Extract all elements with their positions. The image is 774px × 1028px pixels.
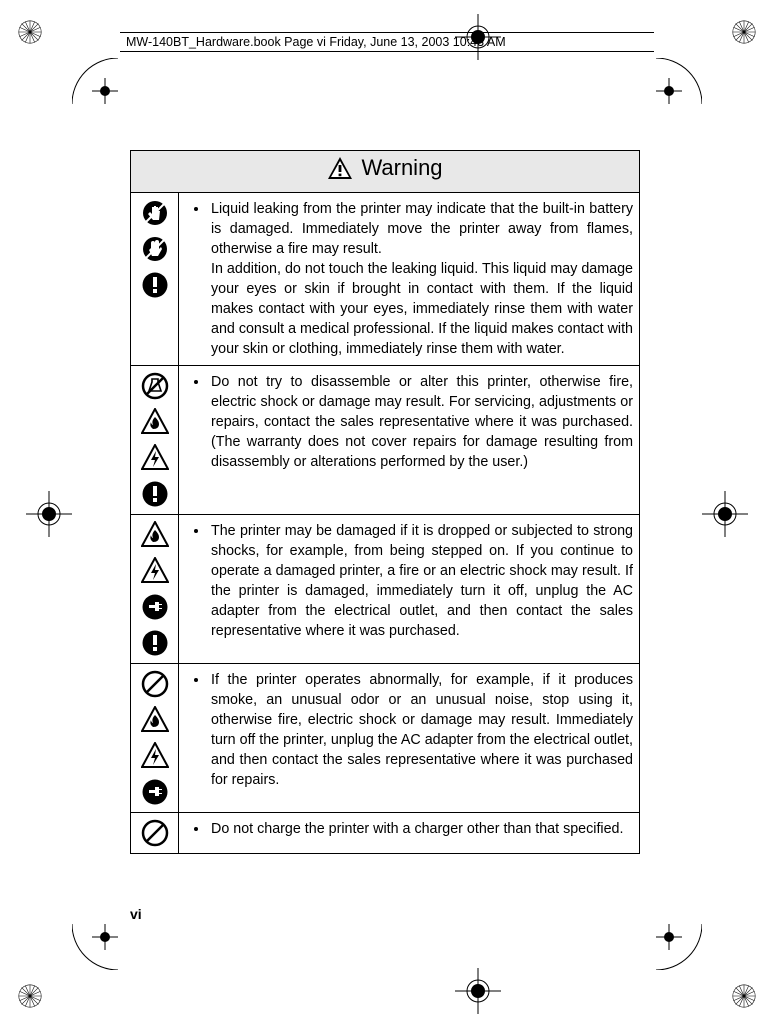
warning-text: Liquid leaking from the printer may indi… [209,199,633,359]
fire-warning-icon [141,408,169,436]
warning-text: The printer may be damaged if it is drop… [209,521,633,641]
page-number: vi [130,906,142,922]
unplug-icon [141,778,169,806]
warning-text: If the printer operates abnormally, for … [209,670,633,790]
warning-header-cell: Warning [131,151,640,193]
prohibit-icon [141,670,169,698]
warning-row-text: Do not charge the printer with a charger… [179,813,640,854]
shock-warning-icon [141,444,169,472]
warning-row: Do not try to disassemble or alter this … [131,366,640,515]
page-content: Warning Liquid leaking from the printer … [130,150,640,854]
warning-text: Do not try to disassemble or alter this … [209,372,633,472]
registration-mark-tl [16,18,44,46]
warning-row-text: The printer may be damaged if it is drop… [179,515,640,664]
cross-mark-right [702,491,748,537]
warning-row-text: If the printer operates abnormally, for … [179,664,640,813]
shock-warning-icon [141,742,169,770]
registration-mark-bl [16,982,44,1010]
warning-title: Warning [361,155,442,181]
warning-row: If the printer operates abnormally, for … [131,664,640,813]
no-hand-icon [141,235,169,263]
prohibit-icon [141,819,169,847]
fire-warning-icon [141,521,169,549]
warning-row-icons [131,813,179,854]
warning-table: Warning Liquid leaking from the printer … [130,150,640,854]
warning-row: Do not charge the printer with a charger… [131,813,640,854]
corner-arc-bl [72,924,118,970]
warning-text: Do not charge the printer with a charger… [209,819,633,839]
corner-arc-tr [656,58,702,104]
mandatory-icon [141,480,169,508]
registration-mark-tr [730,18,758,46]
header-text: MW-140BT_Hardware.book Page vi Friday, J… [126,35,506,49]
warning-row: Liquid leaking from the printer may indi… [131,193,640,366]
framemaker-header: MW-140BT_Hardware.book Page vi Friday, J… [120,32,654,52]
warning-row-icons [131,366,179,515]
no-touch-icon [141,199,169,227]
corner-arc-br [656,924,702,970]
warning-row-icons [131,515,179,664]
registration-mark-br [730,982,758,1010]
warning-row-text: Do not try to disassemble or alter this … [179,366,640,515]
cross-mark-bottom [455,968,501,1014]
fire-warning-icon [141,706,169,734]
corner-arc-tl [72,58,118,104]
mandatory-icon [141,271,169,299]
warning-row: The printer may be damaged if it is drop… [131,515,640,664]
warning-row-text: Liquid leaking from the printer may indi… [179,193,640,366]
unplug-icon [141,593,169,621]
mandatory-icon [141,629,169,657]
warning-triangle-icon [327,156,353,180]
no-disassemble-icon [141,372,169,400]
warning-row-icons [131,193,179,366]
cross-mark-left [26,491,72,537]
warning-row-icons [131,664,179,813]
shock-warning-icon [141,557,169,585]
